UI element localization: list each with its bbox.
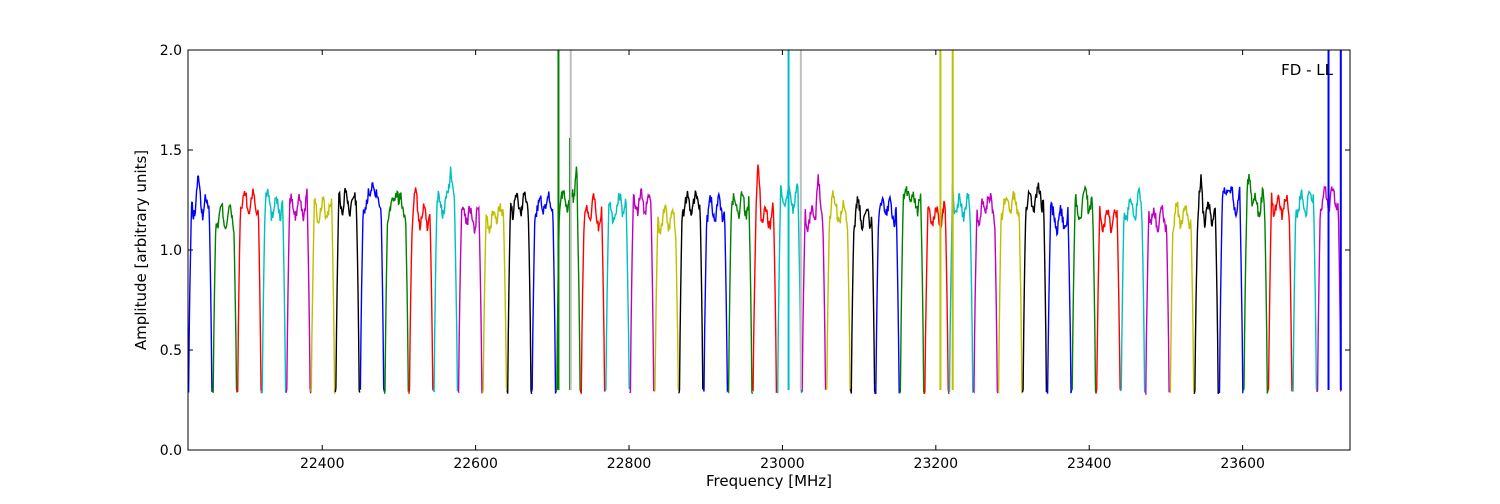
- series-layer: [188, 164, 1343, 395]
- series-line: [310, 195, 336, 394]
- series-line: [1070, 184, 1097, 394]
- series-line: [236, 188, 263, 394]
- series-line: [825, 190, 852, 391]
- annotation-label: FD - LL: [1281, 61, 1333, 79]
- tick-layer: 22400 22600 22800 23000 23200 23400 23600 0.0 0.…: [160, 43, 1350, 472]
- y-tick-label: 0.5: [160, 343, 182, 359]
- series-line: [751, 164, 778, 394]
- series-line: [408, 187, 434, 394]
- series-line: [555, 166, 582, 393]
- series-line: [432, 166, 459, 393]
- x-tick-label: 23000: [760, 456, 805, 472]
- series-line: [899, 186, 925, 395]
- series-line: [702, 191, 729, 393]
- series-line: [457, 205, 484, 394]
- x-tick-label: 23400: [1067, 456, 1112, 472]
- x-tick-label: 22600: [453, 456, 498, 472]
- series-line: [1193, 174, 1220, 395]
- series-line: [653, 204, 680, 393]
- series-line: [923, 200, 950, 395]
- series-line: [1169, 201, 1195, 394]
- series-line: [1021, 182, 1048, 393]
- series-line: [1120, 186, 1146, 393]
- series-line: [530, 191, 557, 394]
- y-tick-label: 1.5: [160, 143, 182, 159]
- x-tick-label: 22800: [607, 456, 652, 472]
- series-line: [874, 194, 901, 395]
- series-line: [850, 196, 876, 395]
- series-line: [506, 191, 533, 395]
- y-tick-label: 1.0: [160, 243, 182, 259]
- series-line: [580, 193, 606, 394]
- y-tick-label: 2.0: [160, 43, 182, 59]
- series-line: [972, 192, 999, 394]
- series-line: [801, 174, 827, 392]
- x-tick-label: 23600: [1220, 456, 1265, 472]
- series-line: [285, 188, 312, 394]
- series-line: [1291, 189, 1318, 392]
- y-axis-label: Amplitude [arbitrary units]: [132, 150, 150, 350]
- series-line: [383, 189, 409, 394]
- series-line: [260, 188, 287, 394]
- series-line: [1267, 192, 1294, 392]
- x-tick-label: 23200: [914, 456, 959, 472]
- series-line: [629, 188, 655, 394]
- series-line: [359, 181, 386, 392]
- series-line: [211, 202, 238, 393]
- series-line: [481, 203, 508, 394]
- y-tick-label: 0.0: [160, 443, 182, 459]
- series-line: [1095, 206, 1122, 394]
- series-line: [188, 175, 214, 393]
- series-line: [997, 190, 1024, 394]
- series-line: [1144, 205, 1171, 395]
- series-line: [1046, 200, 1073, 394]
- series-line: [604, 192, 631, 392]
- x-tick-label: 22400: [300, 456, 345, 472]
- x-axis-label: Frequency [MHz]: [706, 472, 832, 490]
- spike-layer: [557, 50, 1342, 390]
- series-line: [1242, 174, 1269, 394]
- series-line: [727, 191, 754, 394]
- series-line: [678, 190, 704, 394]
- series-line: [1218, 186, 1244, 394]
- series-line: [334, 187, 361, 393]
